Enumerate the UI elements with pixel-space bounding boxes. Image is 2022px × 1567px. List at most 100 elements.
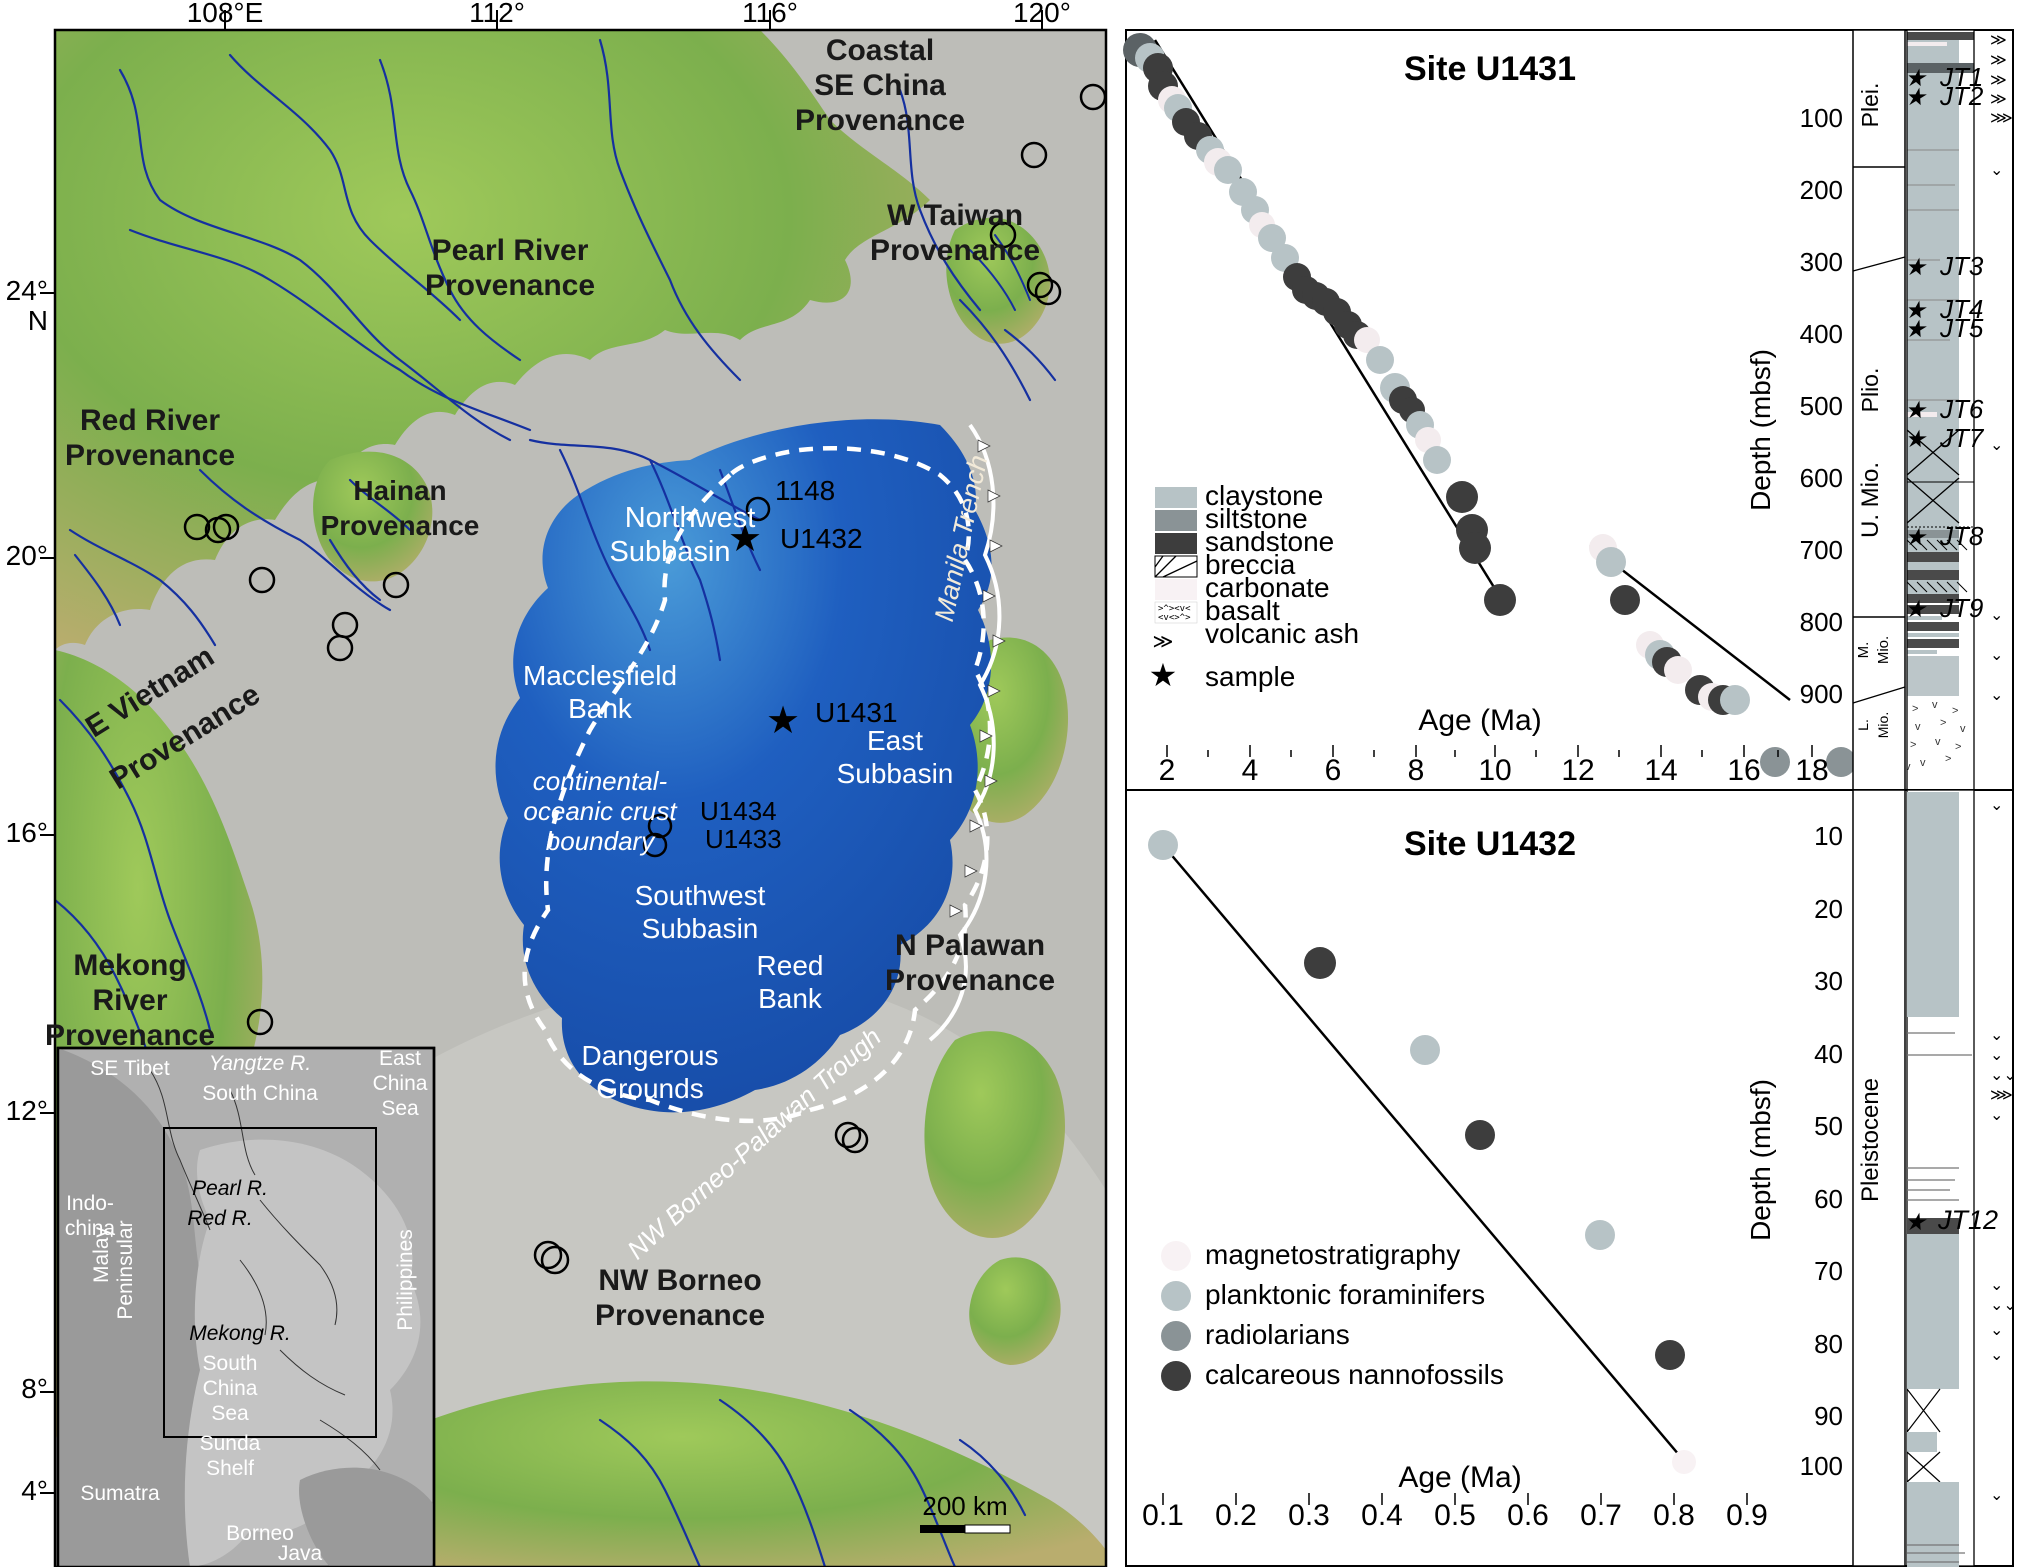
svg-text:v: v [1905,761,1911,773]
svg-text:v: v [1915,721,1921,733]
svg-text:800: 800 [1800,607,1843,637]
svg-text:⌄⌄: ⌄⌄ [1990,1297,2017,1314]
svg-text:JT3: JT3 [1939,251,1984,281]
svg-text:Site U1431: Site U1431 [1404,50,1576,88]
svg-text:JT5: JT5 [1939,313,1984,343]
svg-text:≫: ≫ [1153,631,1174,653]
svg-text:>: > [1945,753,1951,765]
svg-text:≫: ≫ [1990,91,2007,108]
svg-text:JT6: JT6 [1939,394,1984,424]
svg-text:calcareous nannofossils: calcareous nannofossils [1205,1359,1504,1390]
svg-text:600: 600 [1800,463,1843,493]
svg-text:⌄: ⌄ [1990,797,2003,814]
svg-text:400: 400 [1800,319,1843,349]
svg-text:>: > [1940,717,1946,729]
svg-text:★: ★ [1904,397,1927,424]
svg-text:14: 14 [1644,754,1677,787]
svg-text:★: ★ [1904,254,1927,281]
svg-text:500: 500 [1800,391,1843,421]
svg-text:≫: ≫ [1990,52,2007,69]
svg-text:Mio.: Mio. [1875,712,1891,738]
svg-text:Plei.: Plei. [1857,83,1883,128]
svg-text:U. Mio.: U. Mio. [1857,462,1884,538]
svg-text:⌄: ⌄ [1990,1277,2003,1294]
svg-text:>: > [1910,739,1916,751]
svg-text:Mio.: Mio. [1875,636,1892,664]
svg-text:⌄: ⌄ [1990,437,2003,454]
svg-text:≫: ≫ [1990,32,2007,49]
svg-text:⋙: ⋙ [1990,110,2013,127]
svg-text:⌄: ⌄ [1990,687,2003,704]
svg-text:⌄: ⌄ [1990,647,2003,664]
svg-text:★: ★ [1904,316,1927,343]
svg-text:⌄: ⌄ [1990,1322,2003,1339]
svg-text:★: ★ [1904,524,1927,551]
svg-text:10: 10 [1478,754,1511,787]
svg-text:50: 50 [1814,1111,1843,1141]
svg-text:⌄⌄: ⌄⌄ [1990,1067,2017,1084]
svg-text:200: 200 [1800,175,1843,205]
svg-text:Site U1432: Site U1432 [1404,825,1576,863]
svg-text:8: 8 [1408,754,1425,787]
svg-text:⋙: ⋙ [1990,1087,2013,1104]
svg-text:2: 2 [1159,754,1176,787]
svg-text:<v<>^>: <v<>^> [1158,613,1191,623]
svg-text:★: ★ [1904,596,1927,623]
svg-text:⌄: ⌄ [1990,1487,2003,1504]
svg-text:JT2: JT2 [1939,81,1984,111]
svg-text:18: 18 [1795,754,1828,787]
svg-text:⌄: ⌄ [1990,1107,2003,1124]
svg-text:v: v [1920,757,1926,769]
svg-text:v: v [1932,699,1938,711]
svg-text:16: 16 [1727,754,1760,787]
svg-text:M.: M. [1855,642,1872,659]
svg-text:60: 60 [1814,1184,1843,1214]
svg-text:JT9: JT9 [1939,593,1983,623]
svg-text:Depth (mbsf): Depth (mbsf) [1745,349,1776,511]
svg-text:90: 90 [1814,1401,1843,1431]
svg-text:700: 700 [1800,535,1843,565]
svg-text:JT7: JT7 [1939,423,1985,453]
svg-text:>: > [1912,703,1918,715]
svg-text:magnetostratigraphy: magnetostratigraphy [1205,1239,1460,1270]
svg-text:Plio.: Plio. [1857,368,1883,413]
svg-text:Depth (mbsf): Depth (mbsf) [1745,1079,1776,1241]
svg-text:100: 100 [1800,103,1843,133]
svg-text:Pleistocene: Pleistocene [1857,1078,1884,1202]
svg-text:Age (Ma): Age (Ma) [1418,704,1541,737]
svg-text:900: 900 [1800,679,1843,709]
svg-text:v: v [1935,736,1941,748]
svg-text:⌄: ⌄ [1990,607,2003,624]
svg-text:JT12: JT12 [1937,1205,1998,1235]
svg-text:>: > [1955,741,1961,753]
svg-text:80: 80 [1814,1329,1843,1359]
svg-text:20: 20 [1814,894,1843,924]
svg-text:300: 300 [1800,247,1843,277]
svg-text:⌄: ⌄ [1990,1047,2003,1064]
svg-text:★: ★ [1904,426,1927,453]
svg-text:sample: sample [1205,661,1295,692]
svg-text:70: 70 [1814,1256,1843,1286]
svg-text:L.: L. [1855,719,1871,731]
svg-text:★: ★ [1149,657,1178,693]
svg-text:10: 10 [1814,821,1843,851]
svg-text:100: 100 [1800,1451,1843,1481]
svg-text:6: 6 [1325,754,1342,787]
svg-text:JT8: JT8 [1939,521,1984,551]
svg-text:≫: ≫ [1990,72,2007,89]
svg-text:4: 4 [1242,754,1259,787]
svg-text:⌄: ⌄ [1990,1027,2003,1044]
svg-text:volcanic ash: volcanic ash [1205,618,1359,649]
svg-text:⌄: ⌄ [1990,162,2003,179]
svg-text:planktonic foraminifers: planktonic foraminifers [1205,1279,1485,1310]
svg-text:v: v [1960,723,1966,735]
svg-text:30: 30 [1814,966,1843,996]
svg-text:12: 12 [1561,754,1594,787]
svg-text:40: 40 [1814,1039,1843,1069]
svg-text:★: ★ [1904,84,1927,111]
svg-text:radiolarians: radiolarians [1205,1319,1350,1350]
svg-text:>: > [1952,705,1958,717]
svg-text:⌄: ⌄ [1990,1347,2003,1364]
svg-text:★: ★ [1904,1209,1927,1236]
svg-text:Age (Ma): Age (Ma) [1398,1461,1521,1494]
